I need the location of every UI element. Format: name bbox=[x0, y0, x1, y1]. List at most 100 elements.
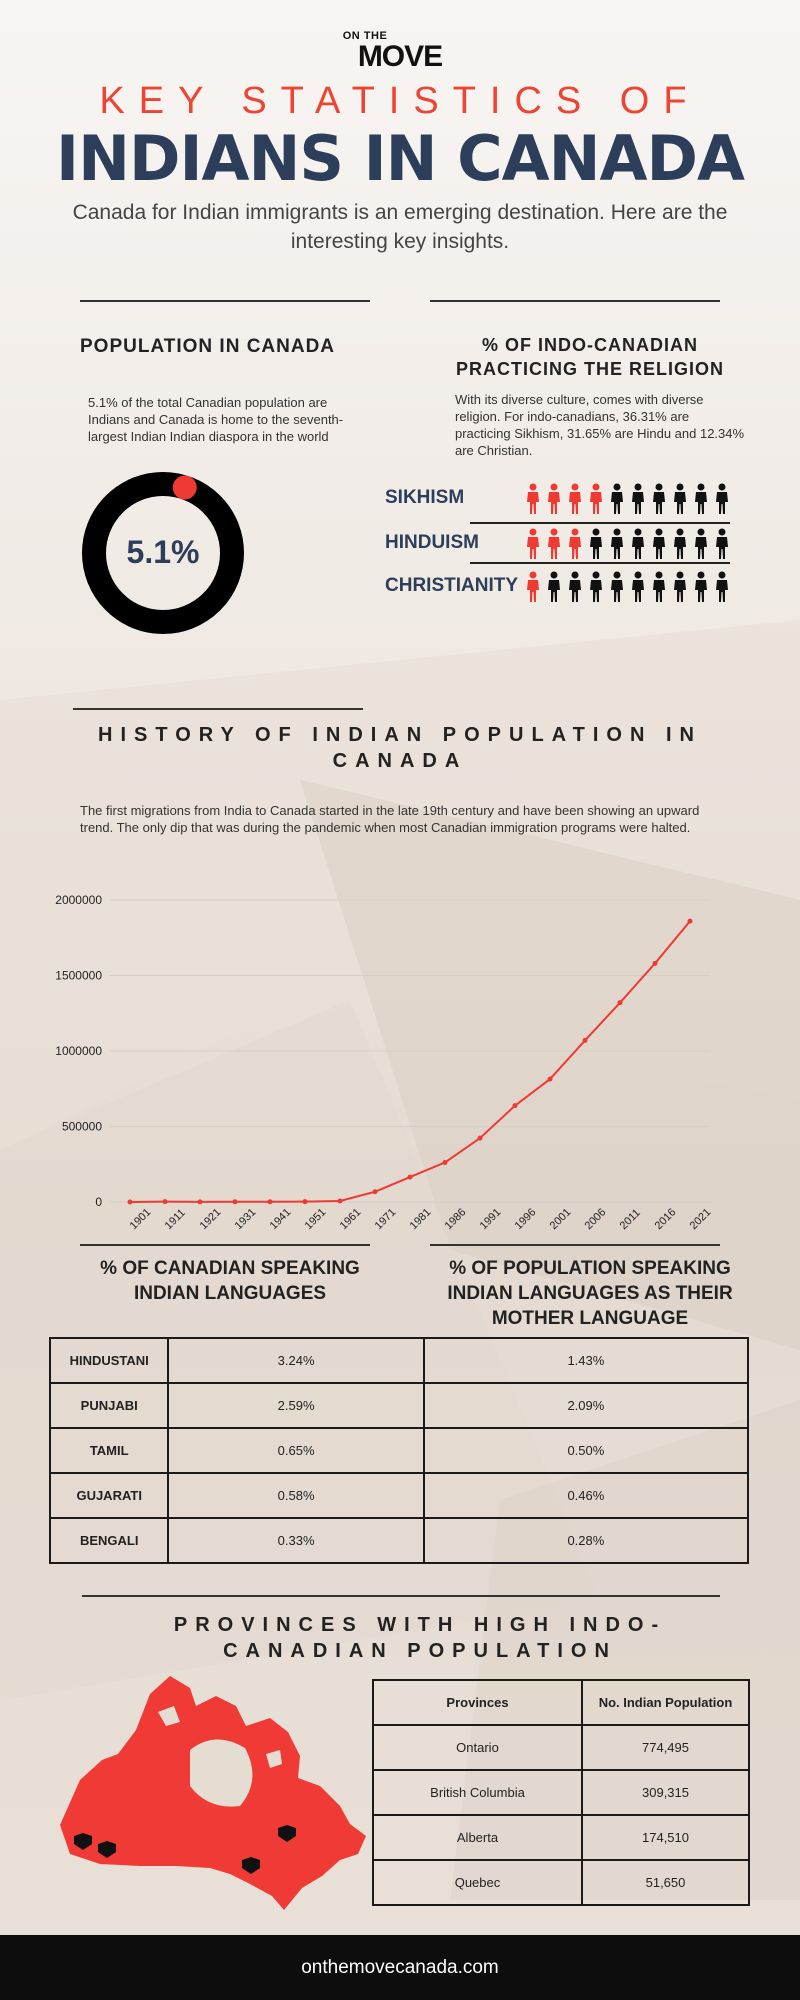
data-point bbox=[337, 1198, 343, 1204]
x-tick-label: 1911 bbox=[163, 1207, 188, 1232]
data-point bbox=[267, 1199, 273, 1205]
speaking-value: 0.33% bbox=[167, 1517, 425, 1564]
mother-language-value: 0.46% bbox=[422, 1472, 750, 1519]
table-row: HINDUSTANI 3.24% 1.43% bbox=[48, 1337, 750, 1384]
speaking-value: 0.58% bbox=[167, 1472, 425, 1519]
person-icon bbox=[653, 483, 665, 514]
table-row: TAMIL 0.65% 0.50% bbox=[48, 1427, 750, 1474]
page-subtitle: Canada for Indian immigrants is an emerg… bbox=[72, 201, 728, 253]
religion-text: With its diverse culture, comes with div… bbox=[455, 392, 745, 458]
series-line bbox=[129, 920, 691, 1203]
province-marker bbox=[242, 1857, 260, 1874]
province-name: British Columbia bbox=[372, 1769, 583, 1816]
data-point bbox=[162, 1199, 168, 1205]
person-icon-highlighted bbox=[569, 483, 581, 514]
divider bbox=[80, 1244, 370, 1246]
table-row: Ontario 774,495 bbox=[372, 1724, 750, 1771]
person-icon bbox=[653, 571, 665, 602]
language-name: GUJARATI bbox=[48, 1472, 170, 1519]
province-marker bbox=[74, 1833, 92, 1850]
people-icons bbox=[527, 571, 728, 602]
x-tick-label: 2001 bbox=[548, 1206, 574, 1232]
person-icon-highlighted bbox=[527, 483, 539, 514]
person-icon bbox=[632, 483, 644, 514]
person-icon bbox=[632, 571, 644, 602]
religion-label: HINDUISM bbox=[385, 532, 479, 553]
data-point bbox=[302, 1199, 308, 1205]
person-icon bbox=[590, 528, 602, 559]
religion-label: CHRISTIANITY bbox=[385, 575, 518, 596]
religion-row-hinduism: HINDUISM bbox=[385, 528, 730, 560]
province-population: 774,495 bbox=[581, 1724, 750, 1771]
person-icon bbox=[674, 571, 686, 602]
person-icon bbox=[716, 571, 728, 602]
person-icon bbox=[695, 483, 707, 514]
person-icon-highlighted bbox=[527, 571, 539, 602]
people-icons bbox=[527, 528, 728, 559]
data-point bbox=[617, 1000, 623, 1006]
divider bbox=[73, 708, 363, 710]
person-icon bbox=[548, 571, 560, 602]
table-row: Quebec 51,650 bbox=[372, 1859, 750, 1906]
header-kicker: KEY STATISTICS OF bbox=[99, 80, 701, 122]
person-icon-highlighted bbox=[548, 528, 560, 559]
province-marker bbox=[98, 1841, 116, 1858]
x-tick-label: 1921 bbox=[198, 1206, 224, 1232]
speaking-value: 0.65% bbox=[167, 1427, 425, 1474]
divider bbox=[430, 300, 720, 302]
person-icon bbox=[632, 528, 644, 559]
religion-row-christianity: CHRISTIANITY bbox=[385, 571, 730, 603]
footer-url[interactable]: onthemovecanada.com bbox=[301, 1957, 499, 1978]
donut-ring bbox=[82, 472, 244, 634]
x-tick-label: 1951 bbox=[303, 1206, 329, 1232]
table-row: Alberta 174,510 bbox=[372, 1814, 750, 1861]
provinces-title: PROVINCES WITH HIGH INDO-CANADIAN POPULA… bbox=[173, 1614, 667, 1662]
table-row: BENGALI 0.33% 0.28% bbox=[48, 1517, 750, 1564]
province-population: 51,650 bbox=[581, 1859, 750, 1906]
province-name: Quebec bbox=[372, 1859, 583, 1906]
divider bbox=[470, 522, 730, 524]
page-title: INDIANS IN CANADA bbox=[56, 122, 745, 195]
table-row: PUNJABI 2.59% 2.09% bbox=[48, 1382, 750, 1429]
provinces-header: Provinces bbox=[372, 1679, 583, 1726]
population-donut: 5.1% bbox=[82, 472, 244, 634]
province-name: Ontario bbox=[372, 1724, 583, 1771]
province-population: 174,510 bbox=[581, 1814, 750, 1861]
population-line-chart: 0 500000 1000000 1500000 2000000 1901 1911 1921… bbox=[55, 893, 714, 1232]
x-tick-label: 1986 bbox=[443, 1206, 469, 1232]
x-tick-label: 1981 bbox=[408, 1206, 434, 1232]
y-tick-label: 1000000 bbox=[55, 1044, 102, 1058]
person-icon bbox=[674, 483, 686, 514]
brand-logo: ON THE MOVE bbox=[0, 30, 800, 74]
y-tick-label: 1500000 bbox=[55, 969, 102, 983]
person-icon bbox=[695, 571, 707, 602]
person-icon bbox=[611, 483, 623, 514]
person-icon bbox=[569, 571, 581, 602]
y-tick-label: 0 bbox=[95, 1195, 102, 1209]
province-name: Alberta bbox=[372, 1814, 583, 1861]
languages-title-left: % OF CANADIAN SPEAKING INDIAN LANGUAGES bbox=[100, 1258, 360, 1304]
language-name: HINDUSTANI bbox=[48, 1337, 170, 1384]
mother-language-value: 1.43% bbox=[422, 1337, 750, 1384]
divider bbox=[80, 300, 370, 302]
data-point bbox=[582, 1037, 588, 1043]
person-icon bbox=[590, 571, 602, 602]
x-tick-label: 1991 bbox=[478, 1206, 504, 1232]
data-point bbox=[652, 960, 658, 966]
mother-language-value: 0.50% bbox=[422, 1427, 750, 1474]
x-tick-label: 1996 bbox=[513, 1206, 539, 1232]
person-icon-highlighted bbox=[590, 483, 602, 514]
history-title: HISTORY OF INDIAN POPULATION IN CANADA bbox=[98, 724, 702, 772]
y-tick-label: 2000000 bbox=[55, 893, 102, 907]
provinces-table: Provinces No. Indian Population Ontario 7… bbox=[372, 1679, 750, 1906]
data-point bbox=[442, 1159, 448, 1165]
history-text: The first migrations from India to Canad… bbox=[80, 803, 700, 835]
y-tick-label: 500000 bbox=[62, 1120, 102, 1134]
data-point bbox=[127, 1199, 133, 1205]
speaking-value: 2.59% bbox=[167, 1382, 425, 1429]
person-icon bbox=[611, 528, 623, 559]
x-tick-label: 2021 bbox=[688, 1206, 714, 1232]
data-point bbox=[372, 1189, 378, 1195]
x-tick-label: 1961 bbox=[338, 1206, 364, 1232]
canada-map-icon bbox=[60, 1676, 366, 1910]
